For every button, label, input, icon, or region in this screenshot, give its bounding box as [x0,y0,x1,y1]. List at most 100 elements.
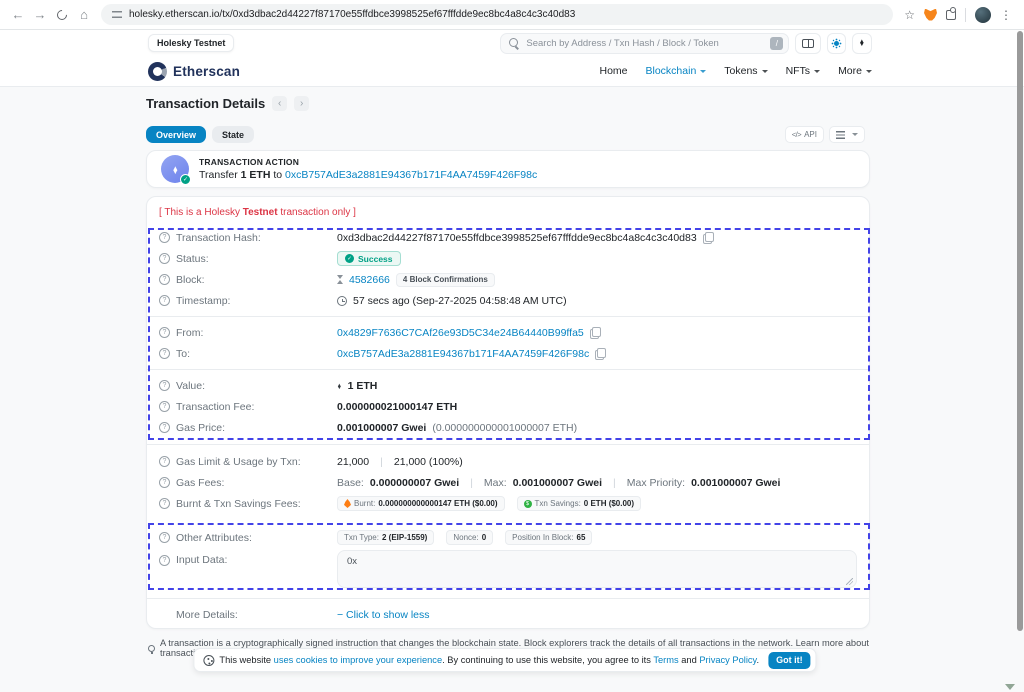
divider [147,598,869,599]
gas-tracker-button[interactable] [795,32,822,54]
to-address-link[interactable]: 0xcB757AdE3a2881E94367b171F4AA7459F426F9… [337,347,590,360]
cookies-policy-link[interactable]: uses cookies to improve your experience [273,655,443,665]
row-more-details: More Details: − Click to show less [176,608,430,621]
api-button[interactable]: </> API [784,126,824,143]
chevron-down-icon [852,133,858,136]
nav-nfts[interactable]: NFTs [786,65,821,77]
etherscan-logo[interactable]: Etherscan [148,61,240,81]
search-bar[interactable]: / [500,32,790,54]
next-txn-button[interactable]: › [294,96,310,111]
terms-link[interactable]: Terms [653,655,679,665]
home-icon[interactable]: ⌂ [80,7,88,22]
help-icon[interactable]: ? [159,348,170,359]
browser-menu-icon[interactable]: ⋮ [1000,7,1012,22]
action-heading: TRANSACTION ACTION [199,157,300,167]
input-data-textarea[interactable]: 0x [337,550,857,588]
site-topbar: Holesky Testnet / ♦ [0,30,1024,56]
success-check-icon: ✓ [180,174,191,185]
nav-home[interactable]: Home [599,65,628,77]
fire-icon [344,499,351,508]
help-icon[interactable]: ? [159,232,170,243]
scrollbar-thumb[interactable] [1017,31,1023,631]
help-icon[interactable]: ? [159,477,170,488]
divider [147,444,869,445]
privacy-policy-link[interactable]: Privacy Policy [699,655,757,665]
url-text[interactable]: holesky.etherscan.io/tx/0xd3dbac2d44227f… [129,9,576,20]
help-icon[interactable]: ? [159,274,170,285]
savings-icon: $ [523,499,532,508]
burnt-badge: Burnt: 0.000000000000147 ETH ($0.00) [337,496,505,511]
help-icon[interactable]: ? [159,327,170,338]
nonce-badge: Nonce: 0 [446,530,494,545]
search-input[interactable] [526,37,765,49]
prev-txn-button[interactable]: ‹ [272,96,288,111]
tab-overview[interactable]: Overview [146,126,207,143]
help-icon[interactable]: ? [159,253,170,264]
check-icon: ✓ [345,254,354,263]
address-bar[interactable]: holesky.etherscan.io/tx/0xd3dbac2d44227f… [101,4,894,25]
transaction-action-card: ♦ ✓ TRANSACTION ACTION Transfer 1 ETH to… [146,150,870,188]
theme-toggle-button[interactable] [827,32,847,54]
book-icon [802,38,815,48]
help-icon[interactable]: ? [159,422,170,433]
row-block: ? Block: 4582666 4 Block Confirmations [147,269,869,290]
txn-type-badge: Txn Type: 2 (EIP-1559) [337,530,435,545]
from-address-link[interactable]: 0x4829F7636C7CAf26e93D5C34e24B64440B99ff… [337,326,584,339]
site-info-icon[interactable] [112,10,122,19]
toolbar-divider [965,7,966,22]
help-icon[interactable]: ? [159,498,170,509]
help-icon[interactable]: ? [159,295,170,306]
extensions-icon[interactable] [946,6,956,20]
testnet-warning: [ This is a Holesky Testnet transaction … [159,207,356,218]
help-icon[interactable]: ? [159,401,170,412]
hourglass-icon [337,275,343,284]
chevron-down-icon [700,69,707,73]
forward-icon[interactable]: → [33,7,47,22]
help-icon[interactable]: ? [159,554,170,566]
divider [147,316,869,317]
profile-avatar[interactable] [975,6,991,23]
page-title: Transaction Details [146,96,266,111]
page-body: Transaction Details ‹ › Overview State <… [0,87,1024,692]
cookie-accept-button[interactable]: Got it! [768,651,811,669]
back-icon[interactable]: ← [11,7,25,22]
tab-state[interactable]: State [212,126,255,143]
view-options-button[interactable] [829,126,865,143]
help-icon[interactable]: ? [159,456,170,467]
lightbulb-icon [148,644,155,654]
network-badge[interactable]: Holesky Testnet [148,34,235,52]
confirmations-badge: 4 Block Confirmations [395,272,495,287]
code-icon: </> [791,130,802,139]
chevron-down-icon [814,69,821,73]
bookmark-star-icon[interactable]: ☆ [904,7,915,22]
row-gas-price: ? Gas Price: 0.001000007 Gwei (0.000000000… [147,417,869,438]
txn-savings-badge: $ Txn Savings: 0 ETH ($0.00) [516,496,642,511]
eth-diamond-icon: ♦ [860,37,865,49]
copy-icon[interactable] [702,231,714,244]
nav-blockchain[interactable]: Blockchain [646,65,707,77]
nav-tokens[interactable]: Tokens [724,65,768,77]
block-number-link[interactable]: 4582666 [349,273,390,286]
cookie-icon [203,654,215,666]
copy-icon[interactable] [589,326,601,339]
metamask-icon[interactable] [924,8,937,21]
eth-diamond-icon: ♦ [337,380,342,391]
search-shortcut-key: / [770,36,784,50]
site-header: Etherscan Home Blockchain Tokens NFTs Mo… [0,56,1024,87]
action-description: Transfer 1 ETH to 0xcB757AdE3a2881E94367… [199,169,538,181]
row-transaction-fee: ? Transaction Fee: 0.000000021000147 ETH [147,396,869,417]
sun-icon [834,40,840,46]
action-to-address-link[interactable]: 0xcB757AdE3a2881E94367b171F4AA7459F426F9… [285,169,538,181]
etherscan-logo-icon [148,61,167,81]
help-icon[interactable]: ? [159,532,170,543]
copy-icon[interactable] [595,347,607,360]
nav-more[interactable]: More [838,65,872,77]
transaction-hash-value[interactable]: 0xd3dbac2d44227f87170e55ffdbce3998525ef6… [337,231,697,244]
chevron-down-icon [866,69,872,73]
network-switch-button[interactable]: ♦ [852,32,872,54]
row-transaction-hash: ? Transaction Hash: 0xd3dbac2d44227f87170… [147,227,869,248]
search-icon [509,37,520,49]
help-icon[interactable]: ? [159,380,170,391]
show-less-link[interactable]: − Click to show less [337,608,430,621]
reload-icon[interactable] [52,5,72,25]
